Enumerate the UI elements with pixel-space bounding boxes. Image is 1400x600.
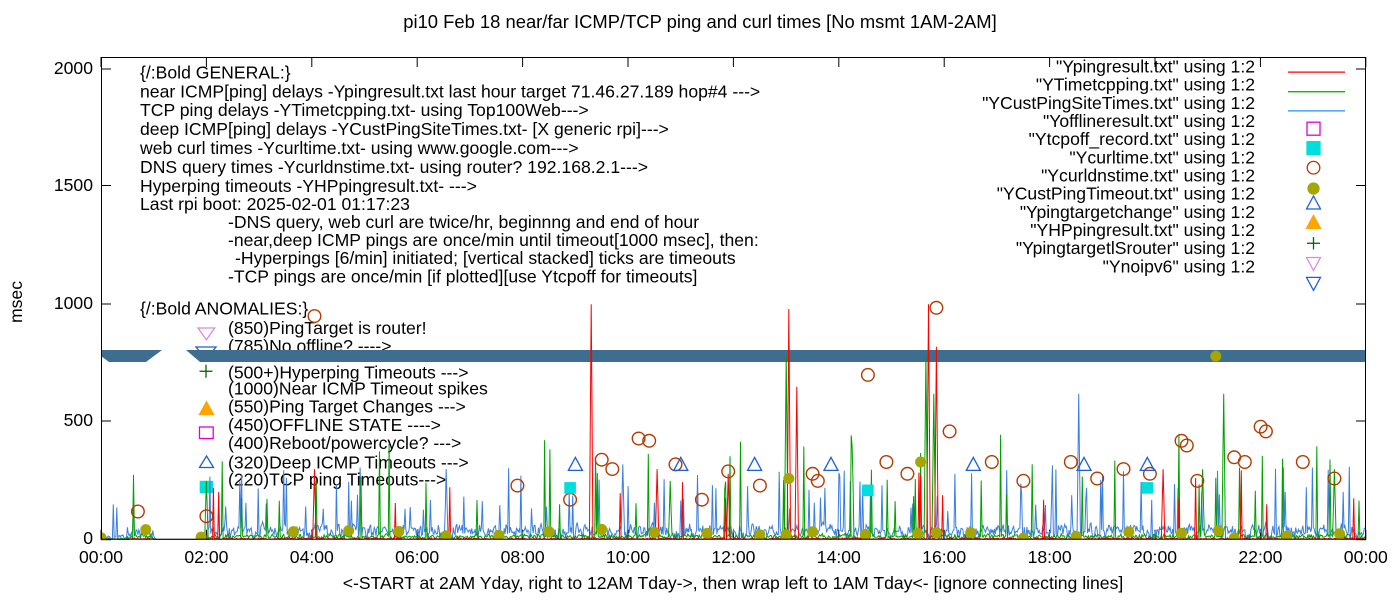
svg-text:00:00: 00:00 [79, 547, 123, 567]
svg-text:"Ycurldnstime.txt" using 1:2: "Ycurldnstime.txt" using 1:2 [1041, 166, 1255, 186]
svg-text:12:00: 12:00 [711, 547, 755, 567]
svg-text:"YCustPingSiteTimes.txt" using: "YCustPingSiteTimes.txt" using 1:2 [982, 93, 1255, 113]
svg-text:(550)Ping Target Changes --->: (550)Ping Target Changes ---> [228, 397, 466, 417]
svg-text:"YpingtargetlSrouter" using 1:: "YpingtargetlSrouter" using 1:2 [1016, 238, 1255, 258]
svg-text:"YTimetcpping.txt" using 1:2: "YTimetcpping.txt" using 1:2 [1036, 75, 1255, 95]
svg-text:1500: 1500 [54, 175, 93, 195]
svg-text:deep ICMP[ping] delays -YCustP: deep ICMP[ping] delays -YCustPingSiteTim… [140, 119, 669, 139]
svg-text:(220)TCP ping Timeouts--->: (220)TCP ping Timeouts---> [228, 470, 446, 490]
svg-text:"YCustPingTimeout.txt" using 1: "YCustPingTimeout.txt" using 1:2 [997, 184, 1255, 204]
svg-text:14:00: 14:00 [817, 547, 861, 567]
svg-text:(1000)Near ICMP Timeout spikes: (1000)Near ICMP Timeout spikes [228, 378, 488, 398]
svg-text:08:00: 08:00 [501, 547, 545, 567]
svg-text:02:00: 02:00 [184, 547, 228, 567]
svg-text:"Yofflineresult.txt" using 1:2: "Yofflineresult.txt" using 1:2 [1043, 111, 1255, 131]
svg-text:"Ypingresult.txt" using 1:2: "Ypingresult.txt" using 1:2 [1056, 57, 1255, 77]
svg-text:00:00: 00:00 [1344, 547, 1388, 567]
svg-text:<-START at 2AM Yday, right to: <-START at 2AM Yday, right to 12AM Tday-… [343, 573, 1124, 593]
svg-text:2000: 2000 [54, 58, 93, 78]
svg-text:{/:Bold GENERAL:}: {/:Bold GENERAL:} [140, 63, 291, 83]
svg-text:"Ycurltime.txt" using 1:2: "Ycurltime.txt" using 1:2 [1069, 147, 1255, 167]
svg-text:06:00: 06:00 [395, 547, 439, 567]
svg-text:10:00: 10:00 [606, 547, 650, 567]
svg-text:-DNS query, web curl are twice: -DNS query, web curl are twice/hr, begin… [228, 212, 699, 232]
svg-text:0: 0 [83, 528, 93, 548]
svg-text:04:00: 04:00 [290, 547, 334, 567]
svg-text:500: 500 [64, 410, 94, 430]
svg-text:web curl times -Ycurltime.txt-: web curl times -Ycurltime.txt- using www… [139, 138, 579, 158]
svg-text:18:00: 18:00 [1028, 547, 1072, 567]
svg-text:"YHPpingresult.txt" using 1:2: "YHPpingresult.txt" using 1:2 [1030, 220, 1255, 240]
svg-text:Hyperping timeouts -YHPpingres: Hyperping timeouts -YHPpingresult.txt- -… [140, 176, 477, 196]
svg-text:(450)OFFLINE STATE ---->: (450)OFFLINE STATE ----> [228, 415, 441, 435]
svg-text:{/:Bold ANOMALIES:}: {/:Bold ANOMALIES:} [140, 299, 308, 319]
svg-text:1000: 1000 [54, 293, 93, 313]
svg-text:-near,deep ICMP pings are once: -near,deep ICMP pings are once/min until… [228, 230, 759, 250]
svg-text:"Ynoipv6" using 1:2: "Ynoipv6" using 1:2 [1103, 256, 1255, 276]
svg-text:(850)PingTarget is router!: (850)PingTarget is router! [228, 318, 427, 338]
svg-text:"Ypingtargetchange" using 1:2: "Ypingtargetchange" using 1:2 [1020, 202, 1255, 222]
svg-text:16:00: 16:00 [922, 547, 966, 567]
svg-text:Last rpi boot: 2025-02-01 01:1: Last rpi boot: 2025-02-01 01:17:23 [140, 194, 410, 214]
svg-text:DNS query times -Ycurldnstime.: DNS query times -Ycurldnstime.txt- using… [140, 157, 648, 177]
svg-text:-Hyperpings [6/min] initiated;: -Hyperpings [6/min] initiated; [vertical… [235, 248, 736, 268]
svg-text:pi10 Feb 18 near/far ICMP/TCP: pi10 Feb 18 near/far ICMP/TCP ping and c… [403, 11, 996, 32]
svg-text:(400)Reboot/powercycle? --->: (400)Reboot/powercycle? ---> [228, 433, 461, 453]
svg-text:22:00: 22:00 [1238, 547, 1282, 567]
svg-text:TCP ping delays -YTimetcpping.: TCP ping delays -YTimetcpping.txt- using… [140, 100, 589, 120]
svg-text:msec: msec [6, 281, 26, 323]
svg-text:-TCP pings are once/min [if pl: -TCP pings are once/min [if plotted][use… [228, 267, 697, 287]
svg-text:20:00: 20:00 [1133, 547, 1177, 567]
svg-text:near ICMP[ping] delays -Ypingr: near ICMP[ping] delays -Ypingresult.txt … [140, 82, 760, 102]
